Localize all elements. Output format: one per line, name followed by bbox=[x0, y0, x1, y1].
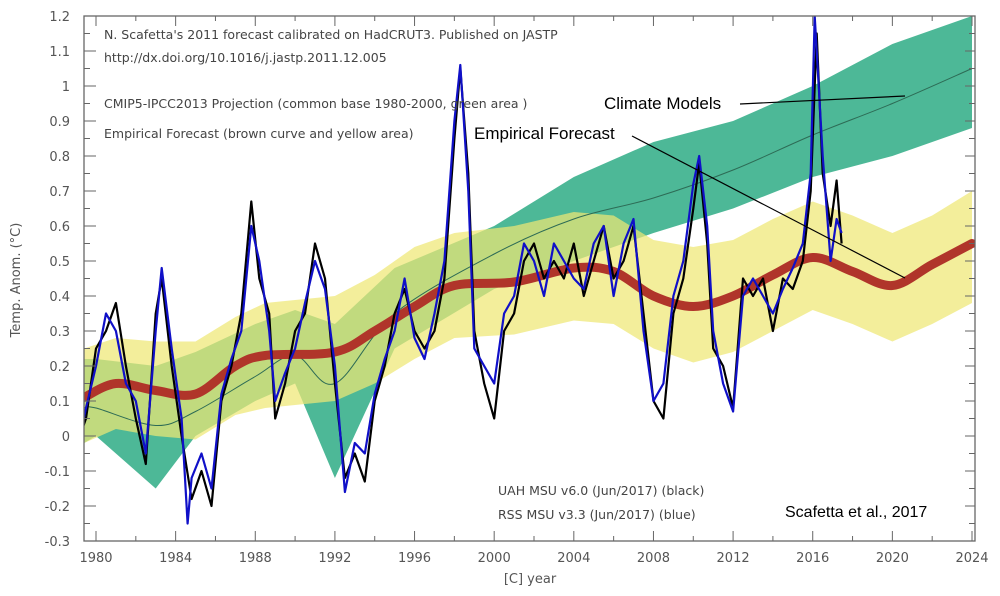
ticks-layer: 1980 1984 1988 1992 1996 2000 2004 2008 2012 2016… bbox=[45, 10, 989, 566]
x-tick-label: 1988 bbox=[239, 551, 272, 566]
y-tick-label: 0.4 bbox=[49, 290, 70, 305]
legend-rss: RSS MSU v3.3 (Jun/2017) (blue) bbox=[498, 507, 696, 522]
x-tick-label: 1984 bbox=[159, 551, 192, 566]
empirical-forecast-curve bbox=[84, 239, 975, 402]
legend-line-4: Empirical Forecast (brown curve and yell… bbox=[104, 126, 414, 141]
legend-line-2: http://dx.doi.org/10.1016/j.jastp.2011.1… bbox=[104, 50, 387, 65]
legend-line-1: N. Scafetta's 2011 forecast calibrated o… bbox=[104, 27, 558, 42]
y-tick-label: 0.8 bbox=[49, 150, 70, 165]
x-tick-label: 2004 bbox=[557, 551, 590, 566]
y-tick-label: 1.2 bbox=[49, 10, 70, 25]
x-tick-label: 2000 bbox=[478, 551, 511, 566]
legend-uah: UAH MSU v6.0 (Jun/2017) (black) bbox=[498, 483, 704, 498]
y-tick-label: -0.3 bbox=[45, 535, 70, 550]
y-tick-label: 0 bbox=[62, 430, 70, 445]
empirical-yellow-band bbox=[84, 191, 973, 443]
y-tick-label: 0.6 bbox=[49, 220, 70, 235]
y-tick-label: 1.1 bbox=[49, 45, 70, 60]
x-tick-label: 2012 bbox=[717, 551, 750, 566]
x-axis-label: [C] year bbox=[504, 572, 557, 587]
y-tick-label: 0.7 bbox=[49, 185, 70, 200]
y-tick-label: 0.5 bbox=[49, 255, 70, 270]
x-tick-label: 2008 bbox=[637, 551, 670, 566]
x-tick-label: 1992 bbox=[318, 551, 351, 566]
annotation-climate-models: Climate Models bbox=[604, 94, 721, 113]
annotation-empirical-forecast: Empirical Forecast bbox=[474, 124, 615, 143]
annotation-empirical-forecast-pointer bbox=[631, 135, 906, 279]
x-tick-label: 1980 bbox=[79, 551, 112, 566]
y-tick-label: -0.2 bbox=[45, 500, 70, 515]
y-axis-label: Temp. Anom. (°C) bbox=[9, 223, 24, 339]
annotation-climate-models-pointer bbox=[739, 95, 906, 105]
x-tick-label: 2020 bbox=[876, 551, 909, 566]
y-tick-label: -0.1 bbox=[45, 465, 70, 480]
y-tick-label: 0.3 bbox=[49, 325, 70, 340]
lines-layer bbox=[84, 16, 843, 525]
uah-series-line bbox=[84, 32, 843, 508]
x-tick-label: 2016 bbox=[796, 551, 829, 566]
y-tick-label: 0.9 bbox=[49, 115, 70, 130]
y-tick-label: 0.2 bbox=[49, 360, 70, 375]
rss-series-line bbox=[84, 16, 843, 525]
legend-line-3: CMIP5-IPCC2013 Projection (common base 1… bbox=[104, 96, 527, 111]
credit-text: Scafetta et al., 2017 bbox=[785, 504, 927, 521]
x-tick-label: 2024 bbox=[955, 551, 988, 566]
x-tick-label: 1996 bbox=[398, 551, 431, 566]
y-tick-label: 0.1 bbox=[49, 395, 70, 410]
y-tick-label: 1 bbox=[62, 80, 70, 95]
